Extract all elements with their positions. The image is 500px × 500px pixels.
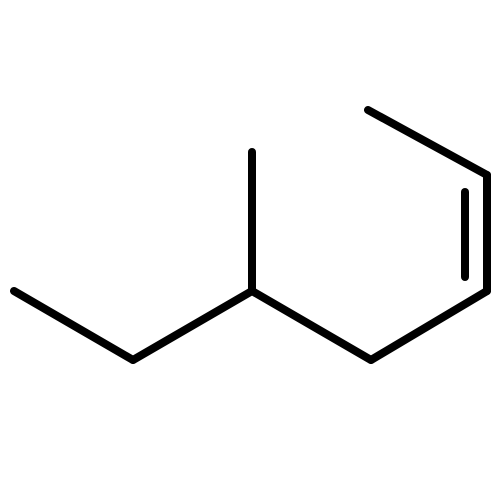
bond-5 [368, 110, 487, 175]
bond-1 [133, 291, 252, 360]
bond-group [14, 110, 487, 360]
bond-3 [371, 291, 487, 360]
bond-0 [14, 291, 133, 360]
bond-2 [252, 291, 371, 360]
chemical-structure-diagram [0, 0, 500, 500]
